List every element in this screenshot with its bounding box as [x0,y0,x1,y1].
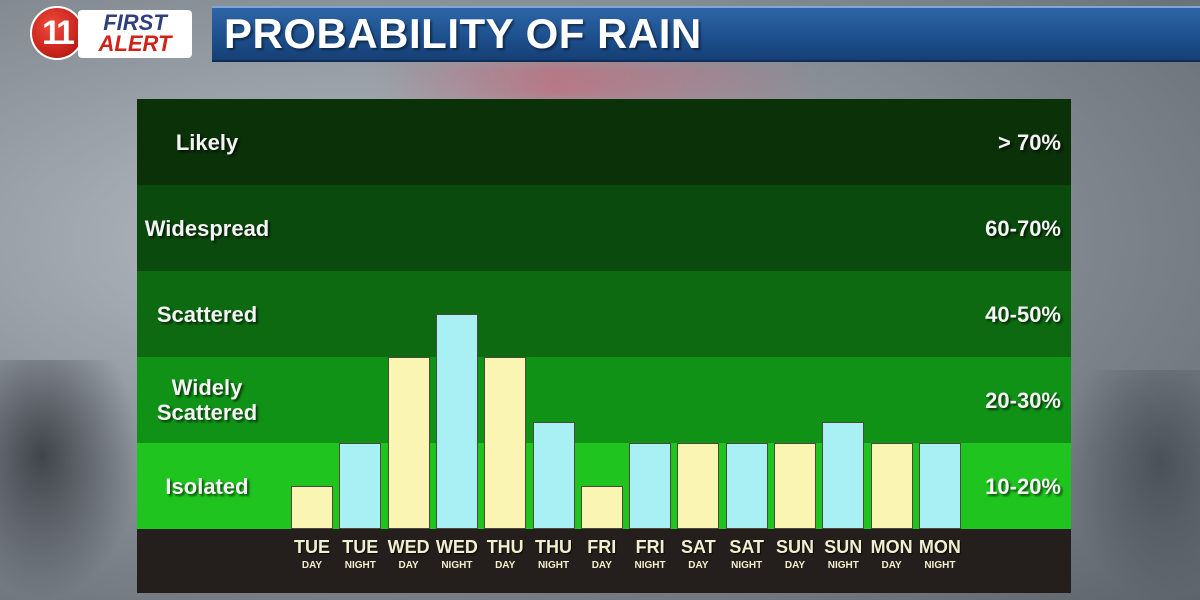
x-tick-label: THU NIGHT [530,537,578,573]
band-scattered: Scattered 40-50% [137,271,1071,357]
x-tick-label: SUN DAY [771,537,819,573]
band-range: > 70% [998,129,1061,155]
bar-thu-day [484,357,527,529]
x-tick-label: WED DAY [385,537,433,573]
x-tick-day: SAT [681,537,716,557]
x-tick-label: SAT DAY [674,537,722,573]
x-tick-label: FRI DAY [578,537,626,573]
x-tick-day: WED [387,537,430,557]
x-tick-label: WED NIGHT [433,537,481,573]
title-bar: PROBABILITY OF RAIN [212,6,1200,62]
x-tick-day: SUN [775,537,814,557]
bar-tue-night [339,443,382,529]
chart-bars [137,99,1071,529]
bar-mon-night [918,443,961,529]
chart-panel: Likely > 70% Widespread 60-70% Scattered 40-5… [137,99,1071,593]
x-tick-day: TUE [294,537,330,557]
x-axis-strip [137,529,1071,593]
x-tick-label: MON DAY [868,537,916,573]
band-label: Scattered [156,301,258,327]
band-widespread: Widespread 60-70% [137,185,1071,271]
x-tick-part: DAY [881,560,902,571]
x-tick-part: NIGHT [537,560,570,571]
band-label: Widespread [144,215,270,241]
x-tick-part: NIGHT [344,560,376,571]
bar-fri-night [629,443,672,529]
background-raindrop-right [1065,370,1200,600]
chart-title: PROBABILITY OF RAIN [224,10,702,57]
x-tick-day: WED [435,537,478,557]
x-tick-part: NIGHT [441,560,473,571]
background-streak [380,62,820,102]
band-range: 40-50% [985,301,1061,327]
x-tick-part: DAY [301,560,323,571]
x-tick-label: THU DAY [481,537,529,573]
bar-sun-night [822,421,865,529]
x-tick-day: FRI [587,537,617,557]
x-tick-day: FRI [635,537,665,557]
logo-wordmark: FIRST ALERT [78,10,192,58]
bar-wed-day [387,357,430,529]
bar-tue-day [291,486,333,529]
bar-thu-night [532,421,575,529]
x-tick-part: DAY [495,560,516,571]
x-tick-day: MON [918,537,961,557]
x-tick-day: SUN [824,537,863,557]
x-tick-label: TUE DAY [288,537,336,573]
background-raindrop-left [0,360,140,600]
band-label: Widely Scattered [156,375,258,425]
x-tick-label: TUE NIGHT [336,537,384,573]
x-tick-part: DAY [784,560,806,571]
band-likely: Likely > 70% [137,99,1071,185]
logo-alert: ALERT [98,31,172,56]
x-tick-day: SAT [729,537,765,557]
band-label: Isolated [165,473,249,499]
x-tick-part: NIGHT [634,560,666,571]
x-tick-day: MON [870,537,913,557]
bar-sun-day [774,443,816,529]
bar-mon-day [870,443,913,529]
band-range: 20-30% [985,387,1061,413]
band-range: 10-20% [985,473,1061,499]
x-tick-part: NIGHT [731,560,763,571]
x-tick-label: SUN NIGHT [819,537,867,573]
x-tick-day: TUE [342,537,379,557]
bar-fri-day [580,486,623,529]
x-tick-label: MON NIGHT [916,537,964,573]
logo-first: FIRST [103,10,167,35]
bar-sat-day [677,443,720,529]
x-tick-part: DAY [688,560,709,571]
x-tick-part: DAY [398,560,419,571]
x-tick-part: DAY [591,560,612,571]
logo-circle: 11 [30,6,84,60]
x-tick-part: NIGHT [827,560,859,571]
bar-sat-night [725,443,768,529]
x-tick-label: SAT NIGHT [723,537,771,573]
x-tick-label: FRI NIGHT [626,537,674,573]
x-tick-day: THU [486,537,524,557]
band-range: 60-70% [985,215,1061,241]
band-widely-scattered: Widely Scattered 20-30% [137,357,1071,443]
x-tick-day: THU [535,537,572,557]
bar-wed-night [435,314,478,529]
band-label: Likely [175,129,239,155]
first-alert-logo: 11 FIRST ALERT [30,4,194,62]
x-tick-part: NIGHT [924,560,956,571]
logo-number: 11 [42,13,75,52]
